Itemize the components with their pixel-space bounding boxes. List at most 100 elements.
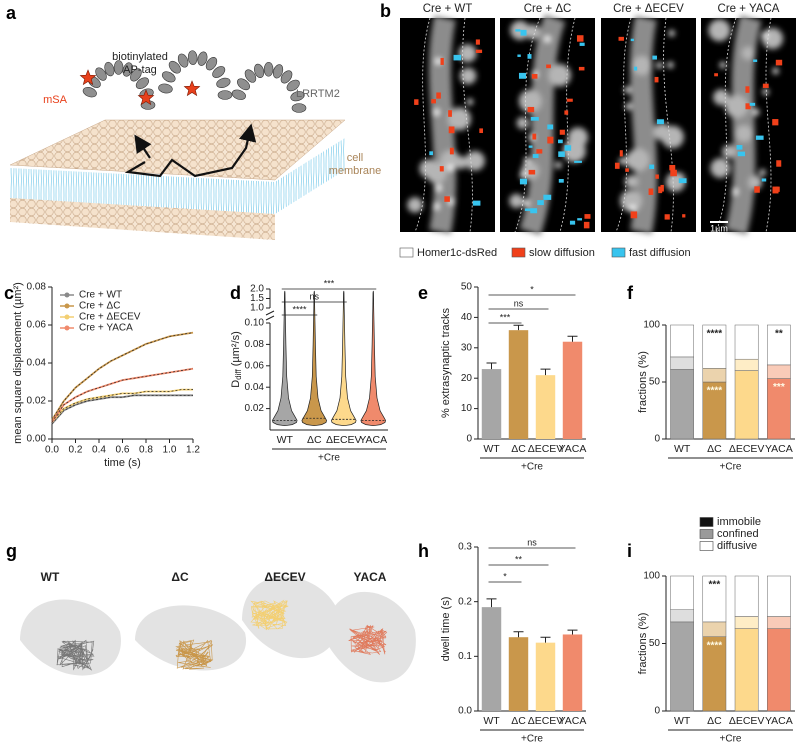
fast-track — [649, 164, 655, 170]
slow-track — [444, 196, 450, 202]
trajectory-title: WT — [41, 570, 60, 584]
y-axis-label: mean square displacement (µm²) — [12, 282, 24, 444]
significance-label: *** — [773, 382, 785, 393]
spine-outline — [135, 605, 247, 671]
protein-domain — [237, 78, 250, 91]
fast-track — [558, 178, 564, 183]
slow-track — [772, 186, 779, 194]
spine — [665, 172, 686, 192]
y-tick-label: 0.06 — [245, 360, 265, 371]
y-tick-label: 0.1 — [458, 651, 472, 662]
spine-bright — [629, 205, 636, 212]
legend-swatch — [511, 247, 526, 258]
protein-domain — [286, 79, 300, 92]
dendrite-shaft — [630, 15, 657, 235]
y-tick-label: 0.02 — [27, 396, 47, 407]
x-tick-label: WT — [674, 443, 691, 455]
series-line-core — [51, 368, 194, 423]
membrane-schematic — [9, 119, 346, 240]
y-tick-label: 1.5 — [250, 293, 264, 304]
fast-track — [519, 178, 528, 185]
slow-track — [576, 35, 584, 42]
dendrite-outline — [414, 17, 473, 233]
lower-leaflet — [10, 195, 275, 240]
fast-track — [564, 145, 572, 151]
legend-swatch — [399, 247, 414, 258]
significance-label: ns — [309, 291, 319, 301]
spine — [626, 148, 650, 172]
slow-track — [754, 186, 760, 193]
slow-track — [648, 188, 654, 195]
y-tick-label: 2.0 — [250, 284, 264, 295]
spine-bright — [619, 158, 626, 165]
panel-label: c — [4, 283, 14, 303]
spine — [509, 193, 524, 209]
x-tick-label: ΔECEV — [528, 715, 564, 727]
significance-label: *** — [500, 312, 511, 322]
protein-domain — [216, 77, 231, 88]
x-tick-label: WT — [277, 434, 294, 446]
protein-domain — [244, 69, 257, 83]
bar — [481, 607, 502, 711]
bar-segment — [767, 628, 791, 712]
spine-bright — [656, 62, 663, 69]
protein-domain — [122, 62, 133, 77]
protein-domain — [217, 90, 233, 100]
spine-outline — [325, 591, 416, 683]
slow-track — [583, 221, 590, 229]
dendrite-outline — [514, 17, 576, 233]
slow-track — [546, 64, 551, 69]
y-tick-label: 0.04 — [27, 358, 47, 369]
spine — [407, 197, 423, 213]
x-tick-label: YACA — [765, 715, 793, 727]
significance-label: * — [530, 284, 534, 294]
x-tick-label: ΔC — [511, 715, 526, 727]
spine-bright — [433, 109, 440, 116]
fast-track — [736, 145, 743, 150]
significance-label: ns — [514, 298, 524, 308]
spine-bright — [544, 36, 551, 43]
slow-track — [547, 136, 554, 144]
slow-track — [479, 128, 483, 134]
y-tick-label: 0 — [654, 434, 660, 445]
bar — [508, 330, 529, 439]
micrograph-title: Cre + ΔECEV — [613, 3, 684, 15]
diagram-label: biotinylated — [112, 51, 168, 63]
x-tick-label: 0.4 — [92, 445, 106, 456]
y-label-subscript: diff — [234, 369, 243, 380]
slow-track — [584, 214, 591, 219]
slow-track — [775, 186, 780, 192]
protein-domain — [130, 68, 142, 82]
error-bar — [567, 335, 578, 342]
legend-marker — [64, 303, 70, 309]
fast-track — [517, 54, 521, 57]
slow-track — [660, 184, 664, 192]
bar — [562, 341, 583, 439]
protein-domain — [291, 103, 307, 113]
fast-track — [569, 220, 576, 225]
trajectory — [56, 639, 95, 671]
slow-track — [436, 92, 441, 99]
x-tick-label: WT — [483, 443, 500, 455]
slow-track — [776, 160, 782, 167]
legend-label: diffusive — [717, 540, 757, 552]
spine — [661, 125, 684, 149]
bar-segment — [734, 324, 759, 360]
spine-outline — [20, 599, 121, 676]
legend-swatch — [611, 247, 626, 258]
x-tick-label: ΔECEV — [729, 443, 765, 455]
y-axis-label: fractions (%) — [637, 351, 649, 413]
error-bar — [540, 368, 551, 376]
slow-track — [448, 126, 455, 134]
spine-bright — [667, 62, 674, 69]
micrograph-title: Cre + ΔC — [524, 3, 572, 15]
spine-bright — [762, 88, 769, 95]
slow-track — [618, 36, 624, 41]
slow-track — [614, 162, 620, 169]
series-line — [51, 388, 193, 423]
y-tick-label: 10 — [461, 403, 473, 414]
spine-bright — [719, 61, 726, 68]
spine-bright — [466, 98, 473, 105]
slow-track — [775, 59, 783, 66]
bar-segment — [702, 621, 727, 638]
